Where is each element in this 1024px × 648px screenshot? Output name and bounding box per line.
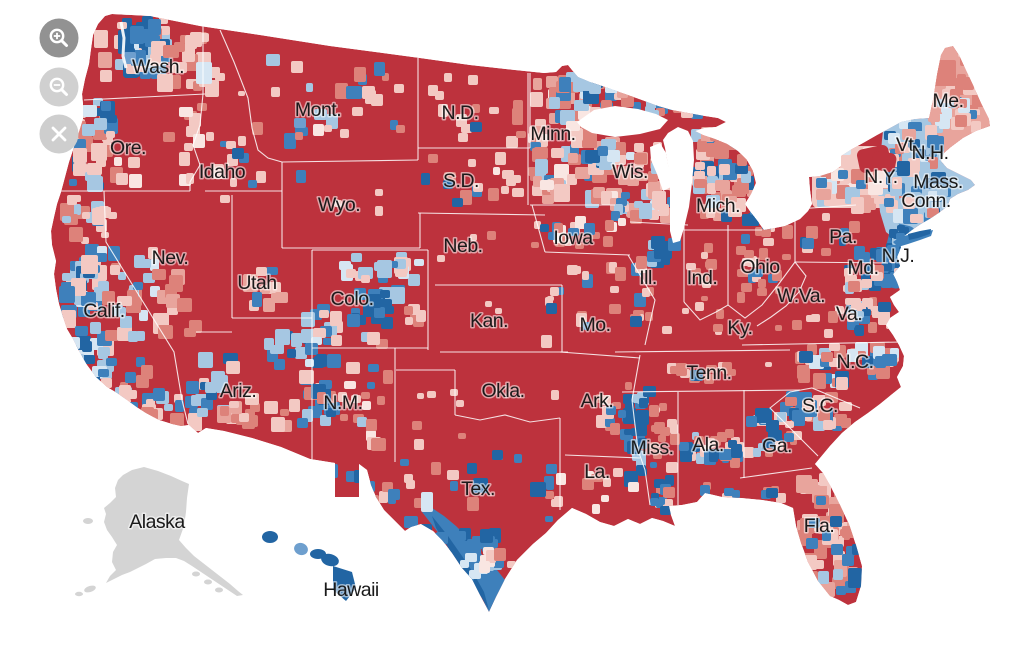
svg-text:Va.: Va. <box>836 303 862 325</box>
svg-text:S.C.: S.C. <box>802 395 838 417</box>
svg-text:Nev.: Nev. <box>152 247 189 269</box>
svg-text:Mo.: Mo. <box>579 314 610 336</box>
svg-text:Conn.: Conn. <box>901 190 951 212</box>
svg-text:Kan.: Kan. <box>470 310 508 332</box>
svg-text:Ark.: Ark. <box>581 390 614 412</box>
svg-text:Md.: Md. <box>847 257 878 279</box>
svg-text:Idaho: Idaho <box>199 161 246 183</box>
svg-text:S.D.: S.D. <box>443 170 479 192</box>
svg-text:Wis.: Wis. <box>612 161 648 183</box>
svg-text:N.M.: N.M. <box>323 392 362 414</box>
svg-text:Neb.: Neb. <box>443 235 482 257</box>
svg-text:N.J.: N.J. <box>882 245 915 267</box>
svg-text:Ky.: Ky. <box>727 317 752 339</box>
svg-text:Ill.: Ill. <box>639 267 657 289</box>
svg-text:N.C.: N.C. <box>837 351 874 373</box>
svg-text:La.: La. <box>584 461 610 483</box>
svg-text:Mont.: Mont. <box>295 99 341 121</box>
svg-text:Ind.: Ind. <box>687 267 718 289</box>
svg-text:Ariz.: Ariz. <box>220 380 257 402</box>
svg-text:N.H.: N.H. <box>912 142 949 164</box>
svg-text:Minn.: Minn. <box>530 123 575 145</box>
svg-text:Mich.: Mich. <box>696 195 740 217</box>
svg-text:Ga.: Ga. <box>762 435 792 457</box>
svg-text:Mass.: Mass. <box>913 171 963 193</box>
svg-text:Ohio: Ohio <box>740 256 780 278</box>
svg-text:Tenn.: Tenn. <box>686 362 731 384</box>
svg-text:Utah: Utah <box>237 272 276 294</box>
svg-text:W.Va.: W.Va. <box>777 285 825 307</box>
svg-text:Fla.: Fla. <box>804 515 835 537</box>
svg-text:Ore.: Ore. <box>110 137 146 159</box>
svg-text:Alaska: Alaska <box>129 511 185 533</box>
svg-text:Wash.: Wash. <box>132 56 184 78</box>
svg-text:Pa.: Pa. <box>829 226 857 248</box>
svg-text:N.Y.: N.Y. <box>864 166 897 188</box>
svg-text:Hawaii: Hawaii <box>323 579 379 601</box>
svg-text:Okla.: Okla. <box>481 380 524 402</box>
svg-text:Wyo.: Wyo. <box>318 194 360 216</box>
svg-text:Calif.: Calif. <box>83 300 124 322</box>
svg-text:Tex.: Tex. <box>461 478 495 500</box>
svg-text:Miss.: Miss. <box>631 437 674 459</box>
svg-text:N.D.: N.D. <box>442 102 479 124</box>
svg-text:Ala.: Ala. <box>692 434 724 456</box>
svg-text:Me.: Me. <box>932 90 963 112</box>
svg-text:Iowa: Iowa <box>553 227 593 249</box>
svg-text:Vt.: Vt. <box>896 134 918 156</box>
svg-text:Colo.: Colo. <box>330 288 373 310</box>
